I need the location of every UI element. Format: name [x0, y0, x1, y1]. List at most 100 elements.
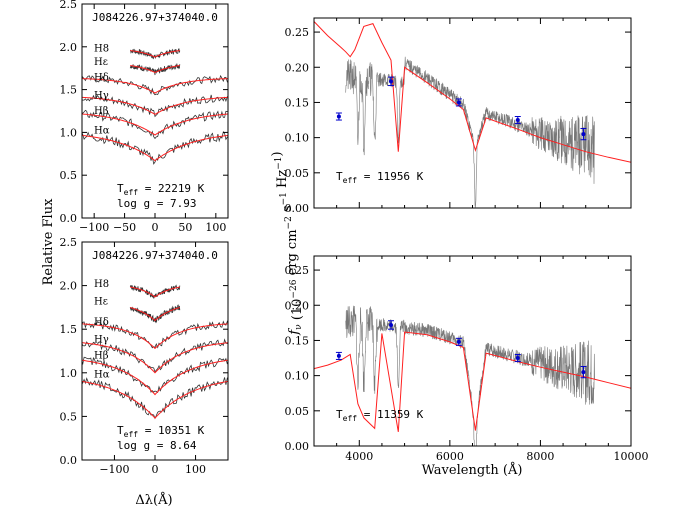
line-label: Hδ — [94, 73, 109, 84]
teff-label: Teff = 10351 K — [117, 424, 205, 439]
model-profile — [82, 380, 228, 419]
model-profile — [82, 342, 228, 374]
line-label: H8 — [94, 44, 109, 55]
model-profile — [130, 50, 180, 58]
plot-area — [314, 305, 631, 446]
photometry-point — [388, 79, 393, 84]
photometry-point — [336, 114, 341, 119]
y-tick-label: 0.25 — [285, 26, 310, 39]
object-name: J084226.97+374040.0 — [92, 11, 218, 24]
right-ylabel: fν (10−26 erg cm−2 s−1 Hz−1) — [270, 151, 305, 335]
model-spectrum — [314, 331, 631, 432]
model-profile — [130, 307, 180, 322]
observed-profile — [129, 284, 181, 300]
observed-profile — [82, 320, 228, 349]
y-tick-label: 0.25 — [285, 264, 310, 277]
teff-label: Teff = 22219 K — [117, 182, 205, 197]
line-profiles — [82, 48, 228, 165]
y-tick-label: 2.0 — [60, 280, 78, 293]
observed-profile — [82, 377, 228, 420]
model-spectrum — [314, 21, 631, 163]
y-tick-label: 0.05 — [285, 167, 310, 180]
photometry-point — [515, 356, 520, 361]
y-tick-label: 0.20 — [285, 61, 310, 74]
model-profile — [130, 65, 180, 74]
model-profile — [82, 323, 228, 350]
x-tick-label: 4000 — [345, 450, 373, 463]
line-label: Hβ — [94, 106, 109, 117]
y-tick-label: 0.15 — [285, 334, 310, 347]
line-label: Hβ — [94, 350, 109, 361]
model-profile — [82, 359, 228, 396]
x-tick-label: 100 — [185, 463, 206, 476]
y-tick-label: 1.5 — [60, 323, 78, 336]
panel-bottom-left: H8 Hε Hδ Hγ Hβ Hα 0.0 0.5 1.0 1.5 2.0 2.5 −100 0 100 J0… — [60, 236, 229, 476]
y-tick-label: 1.5 — [60, 84, 78, 97]
line-label: Hα — [94, 126, 110, 137]
y-tick-label: 0.0 — [60, 454, 78, 467]
x-tick-label: 8000 — [526, 450, 554, 463]
observed-profile — [129, 304, 181, 324]
x-tick-label: −50 — [113, 221, 136, 234]
model-profile — [130, 286, 180, 298]
observed-profile — [82, 338, 228, 373]
x-tick-label: 0 — [152, 463, 159, 476]
x-tick-label: 100 — [205, 221, 226, 234]
y-tick-label: 2.5 — [60, 0, 78, 11]
panel-bottom-right: 0.00 0.05 0.10 0.15 0.20 0.25 4000 6000 8000 1000… — [285, 255, 649, 463]
model-profile — [82, 96, 228, 115]
y-tick-label: 1.0 — [60, 126, 78, 139]
x-tick-label: 6000 — [436, 450, 464, 463]
observed-profile — [129, 48, 181, 60]
line-label: Hε — [94, 296, 108, 307]
y-tick-label: 2.5 — [60, 236, 78, 249]
y-tick-label: 1.0 — [60, 367, 78, 380]
observed-profile — [82, 109, 228, 140]
photometry-point — [388, 322, 393, 327]
photometry-point — [336, 353, 341, 358]
photometry-point — [581, 370, 586, 375]
line-label: Hγ — [94, 91, 109, 102]
plot-area — [314, 21, 631, 208]
photometry-point — [456, 339, 461, 344]
line-label: Hα — [94, 370, 110, 381]
panel-top-right: 0.00 0.05 0.10 0.15 0.20 0.25 Teff = 11956 K — [285, 17, 632, 215]
model-profile — [82, 78, 228, 94]
observed-spectrum — [345, 56, 595, 208]
x-tick-label: −100 — [79, 221, 109, 234]
model-profile — [82, 134, 228, 162]
line-label: Hε — [94, 57, 108, 68]
observed-profile — [82, 131, 228, 165]
x-tick-label: 0 — [152, 221, 159, 234]
observed-profile — [82, 94, 228, 118]
panel-top-left: H8 Hε Hδ Hγ Hβ Hα 0.0 0.5 1.0 1.5 2.0 2.5 −100 −50 0 50… — [60, 0, 229, 234]
y-tick-label: 0.10 — [285, 132, 310, 145]
logg-label: log g = 7.93 — [117, 197, 196, 210]
line-profiles — [82, 284, 228, 420]
teff-label: Teff = 11359 K — [336, 408, 424, 423]
y-tick-label: 2.0 — [60, 41, 78, 54]
y-tick-label: 0.05 — [285, 405, 310, 418]
line-label: Hγ — [94, 335, 109, 346]
line-label: H8 — [94, 279, 109, 290]
y-tick-label: 0.10 — [285, 370, 310, 383]
model-profile — [82, 113, 228, 136]
left-xlabel: Δλ(Å) — [135, 492, 172, 508]
y-tick-label: 0.20 — [285, 299, 310, 312]
left-ylabel: Relative Flux — [41, 198, 56, 285]
x-tick-label: 10000 — [614, 450, 649, 463]
photometry-point — [515, 118, 520, 123]
object-name: J084226.97+374040.0 — [92, 249, 218, 262]
photometry-point — [581, 132, 586, 137]
y-tick-label: 0.5 — [60, 169, 78, 182]
y-tick-label: 0.5 — [60, 410, 78, 423]
logg-label: log g = 8.64 — [117, 439, 197, 452]
x-tick-label: 50 — [178, 221, 192, 234]
teff-label: Teff = 11956 K — [336, 170, 424, 185]
y-tick-label: 0.0 — [60, 212, 78, 225]
right-xlabel: Wavelength (Å) — [422, 462, 523, 478]
observed-profile — [129, 63, 181, 76]
y-tick-label: 0.00 — [285, 440, 310, 453]
observed-profile — [82, 356, 228, 393]
